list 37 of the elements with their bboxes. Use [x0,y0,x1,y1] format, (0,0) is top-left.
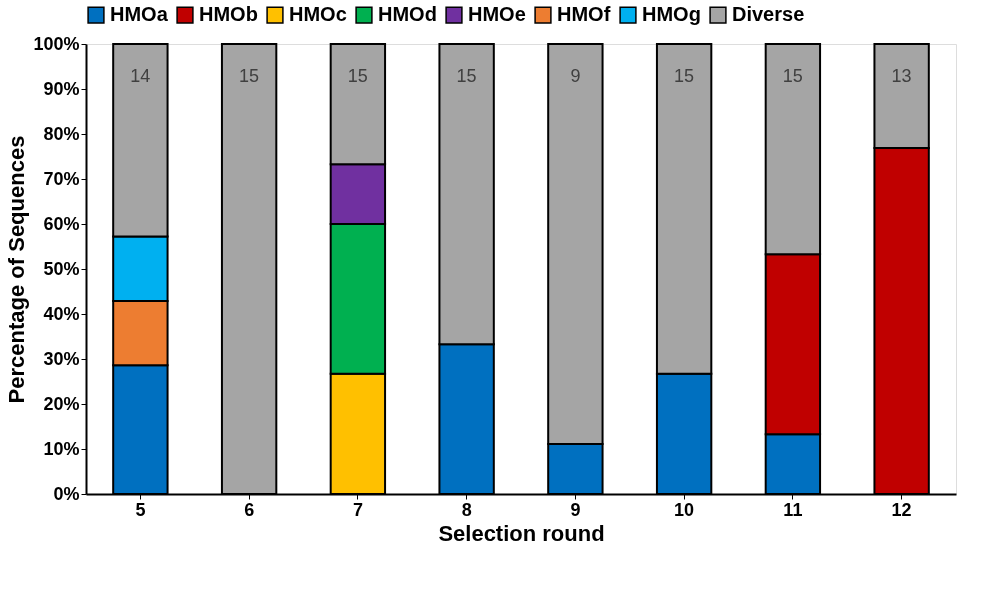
y-tick-label: 40% [43,303,80,324]
y-tick-label: 100% [33,33,80,54]
y-tick-label: 80% [43,123,80,144]
y-tick-label: 0% [53,483,80,504]
legend-label: HMOa [110,3,169,26]
x-tick-label: 12 [891,499,912,520]
x-tick-label: 8 [461,499,472,520]
x-tick-label: 5 [135,499,146,520]
y-tick-label: 70% [43,168,80,189]
y-tick-label: 10% [43,438,80,459]
annotation: 15 [239,66,260,86]
legend-label: HMOe [468,3,526,26]
x-tick-label: 11 [783,499,803,520]
y-axis-title: Percentage of Sequences [4,135,30,404]
annotation: 15 [782,66,803,86]
annotation: 9 [570,66,581,86]
legend-label: HMOb [199,3,258,26]
y-tick-label: 30% [43,348,80,369]
annotation: 14 [130,66,151,86]
y-tick-label: 20% [43,393,80,414]
legend-label: HMOc [289,3,347,26]
legend-label: HMOd [378,3,437,26]
x-tick-label: 10 [674,499,695,520]
annotation: 13 [891,66,912,86]
annotation: 15 [456,66,477,86]
legend-label: Diverse [732,3,805,26]
legend-label: HMOf [557,3,611,26]
x-axis-title: Selection round [438,520,605,546]
x-tick-label: 9 [570,499,581,520]
annotation: 15 [347,66,368,86]
y-tick-label: 50% [43,258,80,279]
legend-label: HMOg [642,3,701,26]
y-tick-label: 90% [43,78,80,99]
x-tick-label: 7 [352,499,363,520]
y-tick-label: 60% [43,213,80,234]
annotation: 15 [674,66,695,86]
x-tick-label: 6 [244,499,255,520]
